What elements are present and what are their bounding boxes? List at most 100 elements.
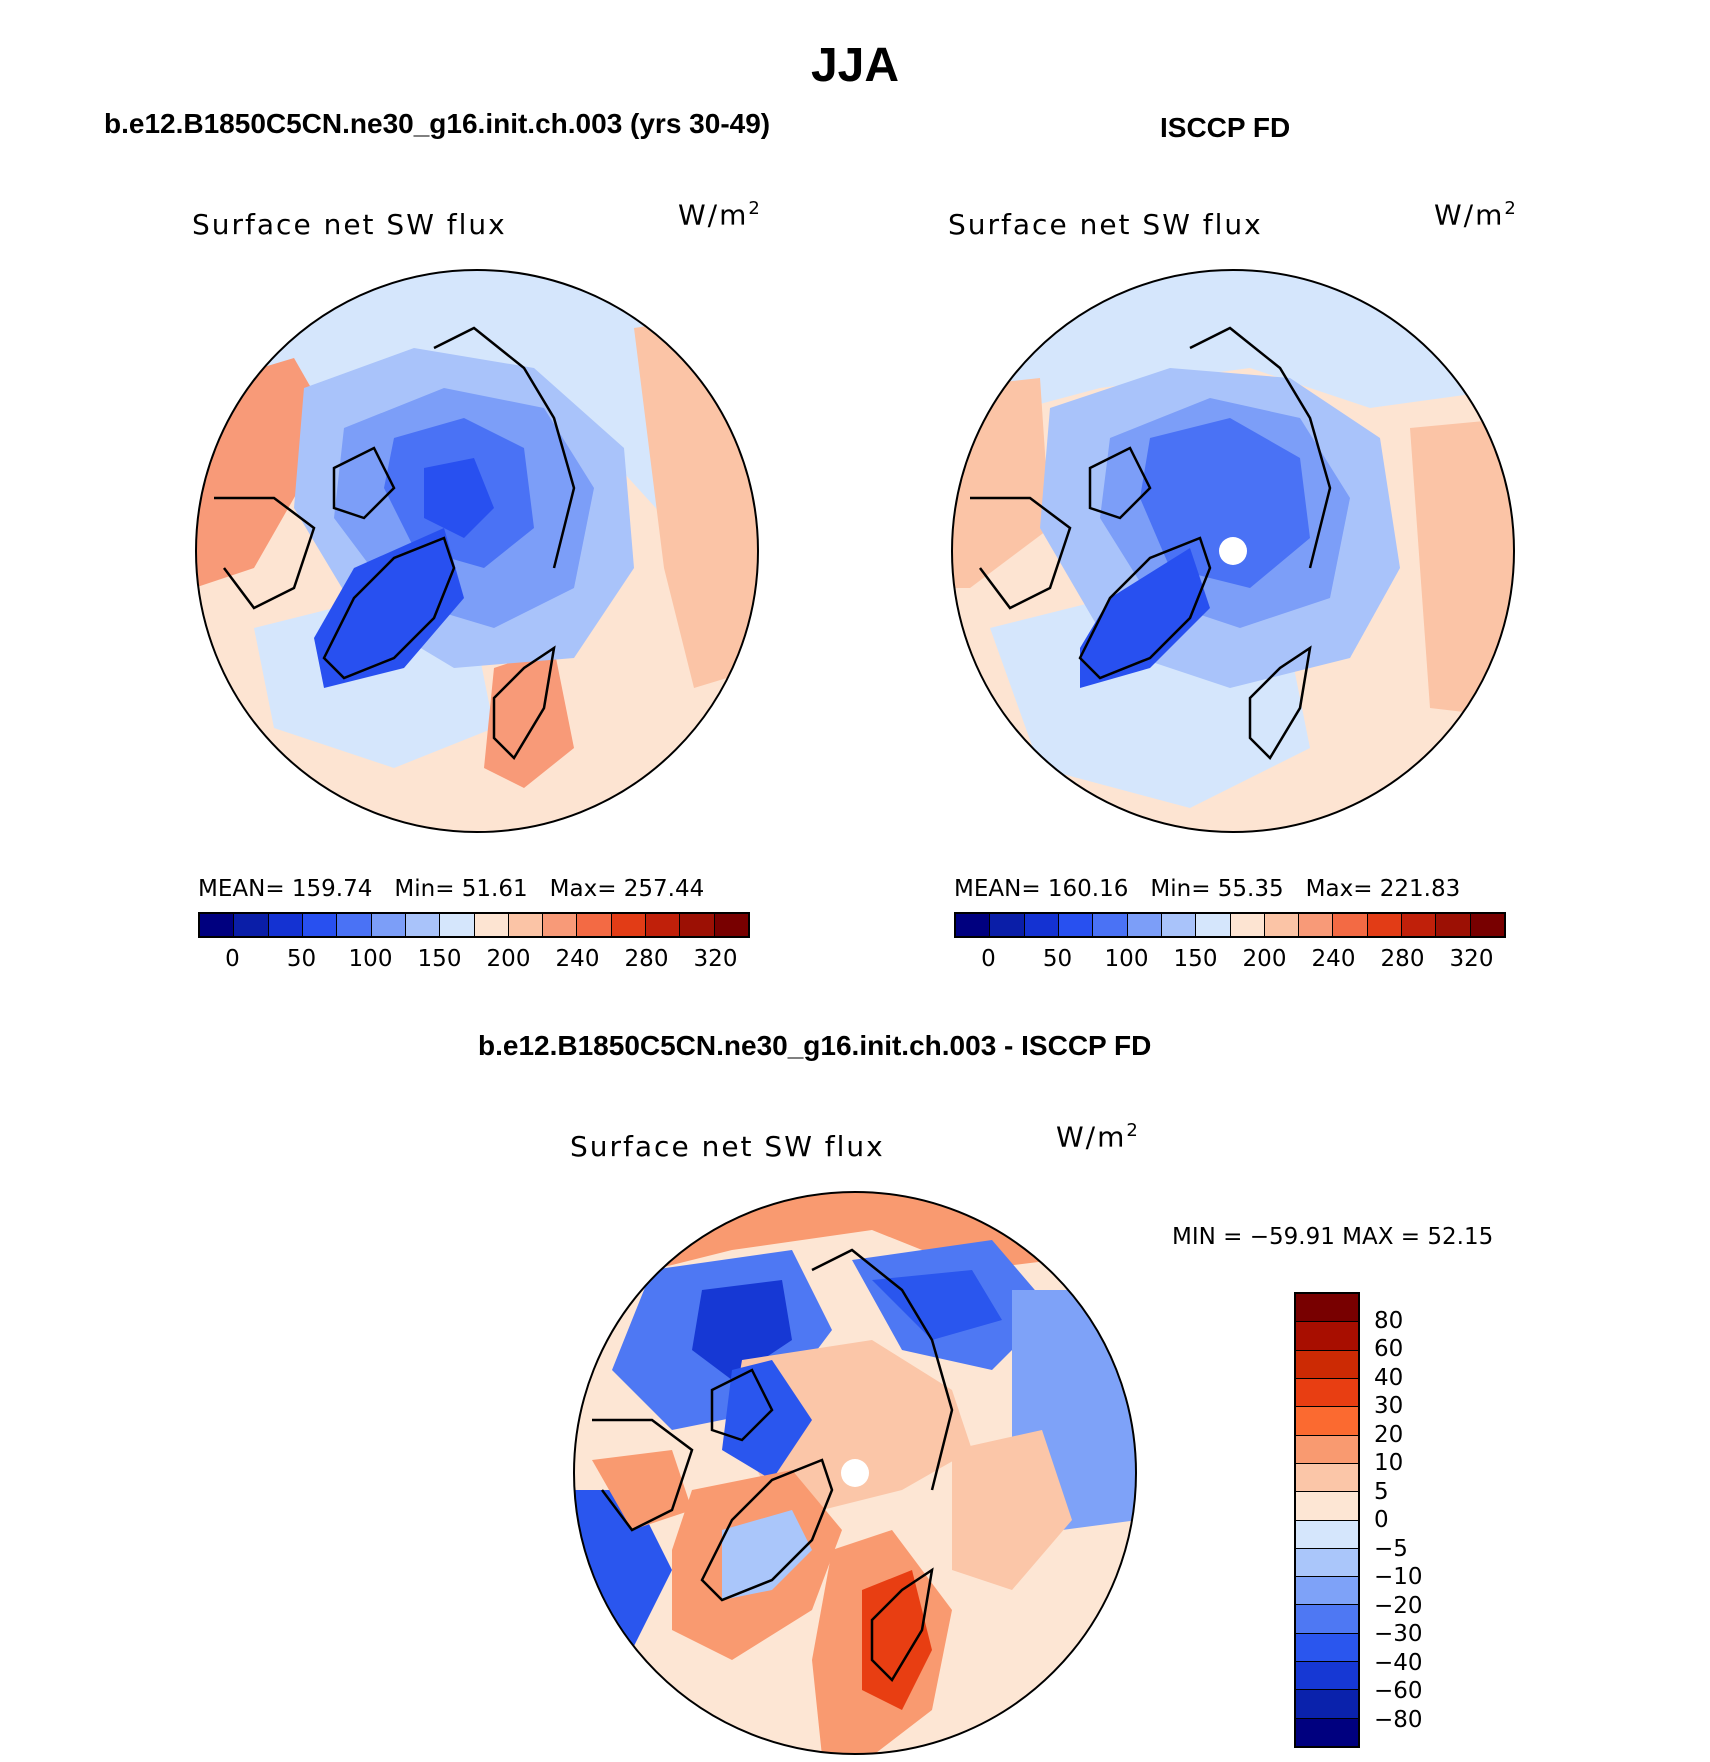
colorbar-swatch	[1296, 1492, 1358, 1521]
colorbar-swatch	[371, 914, 406, 936]
scandinavia-coastline	[1248, 645, 1312, 761]
colorbar-swatch	[440, 914, 475, 936]
colorbar-swatch	[302, 914, 338, 936]
colorbar-tick-label: 320	[693, 946, 738, 972]
colorbar-swatch	[714, 914, 748, 936]
archipelago-coastline	[710, 1368, 774, 1442]
colorbar-swatch	[1296, 1662, 1358, 1691]
colorbar-swatch	[1093, 914, 1128, 936]
region-fill	[1410, 418, 1514, 718]
pole-no-data-marker	[841, 1459, 869, 1487]
colorbar-tick-label: 10	[1374, 1450, 1404, 1476]
colorbar-tick-label: 240	[555, 946, 600, 972]
colorbar-swatch	[1296, 1633, 1358, 1663]
colorbar-swatch	[1402, 914, 1437, 936]
colorbar-swatches	[198, 912, 750, 938]
region-fill	[722, 1510, 812, 1600]
region-fill	[952, 1430, 1072, 1590]
polar-map-model	[195, 269, 759, 833]
colorbar-swatch	[1296, 1294, 1358, 1323]
siberia-coastline	[811, 1248, 954, 1491]
colorbar-tick-label: 40	[1374, 1364, 1404, 1391]
colorbar-swatch	[508, 914, 544, 936]
colorbar-model: 0 50 100 150 200 240 280 320	[198, 912, 750, 972]
colorbar-swatch	[1296, 1548, 1358, 1578]
colorbar-swatch	[1296, 1322, 1358, 1351]
polar-map-obs	[951, 269, 1515, 833]
units-label-obs: W/m2	[1434, 198, 1518, 232]
archipelago-coastline	[332, 446, 396, 520]
colorbar-swatch	[1264, 914, 1300, 936]
alaska-coastline	[592, 1418, 694, 1532]
colorbar-tick-label: 200	[1242, 946, 1287, 972]
colorbar-swatch	[1296, 1435, 1358, 1464]
colorbar-swatch	[1296, 1718, 1358, 1746]
colorbar-tick-label: −80	[1374, 1706, 1423, 1733]
colorbar-swatches	[1294, 1292, 1360, 1748]
colorbar-swatch	[1296, 1350, 1358, 1379]
region-fill	[692, 1280, 792, 1380]
map-boundary	[951, 269, 1515, 833]
colorbar-tick-label: 0	[981, 946, 996, 972]
region-fill	[424, 458, 494, 538]
colorbar-swatch	[646, 914, 681, 936]
region-fill	[722, 1360, 812, 1480]
colorbar-tick-label: 0	[1374, 1507, 1389, 1533]
colorbar-swatch	[1127, 914, 1162, 936]
variable-label-model: Surface net SW flux	[192, 208, 507, 241]
colorbar-swatch	[1296, 1520, 1358, 1549]
colorbar-diff: 80 60 40 30 20 10 5 0 −5 −10 −20 −30 −40 −60 −80	[1294, 1292, 1434, 1748]
colorbar-ticks: 0 50 100 150 200 240 280 320	[954, 938, 1506, 972]
colorbar-tick-label: 0	[225, 946, 240, 972]
colorbar-tick-label: 80	[1374, 1307, 1404, 1334]
siberia-coastline	[1189, 326, 1332, 569]
region-fill	[862, 1570, 932, 1710]
colorbar-swatch	[1296, 1463, 1358, 1493]
colorbar-tick-label: −5	[1374, 1535, 1408, 1562]
colorbar-tick-label: 50	[286, 946, 317, 972]
colorbar-swatch	[1296, 1605, 1358, 1634]
colorbar-swatch	[1333, 914, 1368, 936]
colorbar-swatch	[1024, 914, 1059, 936]
colorbar-swatches	[954, 912, 1506, 938]
colorbar-tick-label: −10	[1374, 1564, 1423, 1590]
colorbar-swatch	[1296, 1407, 1358, 1436]
colorbar-tick-label: 50	[1042, 946, 1073, 972]
colorbar-swatch	[577, 914, 612, 936]
greenland-fill	[314, 528, 464, 688]
stats-model: MEAN= 159.74 Min= 51.61 Max= 257.44	[198, 876, 705, 902]
units-label-diff: W/m2	[1056, 1120, 1140, 1154]
colorbar-tick-label: 150	[1173, 946, 1218, 972]
variable-label-obs: Surface net SW flux	[948, 208, 1263, 241]
colorbar-swatch	[956, 914, 991, 936]
colorbar-tick-label: 280	[1380, 946, 1425, 972]
colorbar-swatch	[337, 914, 372, 936]
colorbar-swatch	[611, 914, 647, 936]
archipelago-coastline	[1088, 446, 1152, 520]
map-boundary	[195, 269, 759, 833]
greenland-coastline	[322, 536, 456, 680]
colorbar-swatch	[1299, 914, 1334, 936]
colorbar-tick-label: 30	[1374, 1393, 1404, 1419]
scandinavia-coastline	[492, 645, 556, 761]
colorbar-swatch	[1367, 914, 1403, 936]
colorbar-tick-label: −20	[1374, 1592, 1423, 1619]
colorbar-tick-label: 150	[417, 946, 462, 972]
colorbar-obs: 0 50 100 150 200 240 280 320	[954, 912, 1506, 972]
colorbar-tick-label: 5	[1374, 1478, 1389, 1505]
stats-diff: MIN = −59.91 MAX = 52.15	[1172, 1224, 1494, 1250]
scandinavia-coastline	[870, 1567, 934, 1683]
colorbar-swatch	[1436, 914, 1471, 936]
colorbar-ticks: 80 60 40 30 20 10 5 0 −5 −10 −20 −30 −40 −60 −80	[1374, 1292, 1434, 1748]
colorbar-tick-label: 60	[1374, 1336, 1404, 1362]
colorbar-swatch	[1058, 914, 1094, 936]
colorbar-swatch	[1296, 1690, 1358, 1719]
colorbar-swatch	[1230, 914, 1265, 936]
colorbar-swatch	[234, 914, 269, 936]
greenland-coastline	[1078, 536, 1212, 680]
colorbar-tick-label: 320	[1449, 946, 1494, 972]
pole-no-data-marker	[1219, 537, 1247, 565]
panel-title-diff: b.e12.B1850C5CN.ne30_g16.init.ch.003 - I…	[478, 1030, 1152, 1061]
colorbar-ticks: 0 50 100 150 200 240 280 320	[198, 938, 750, 972]
region-fill	[872, 1270, 1002, 1340]
